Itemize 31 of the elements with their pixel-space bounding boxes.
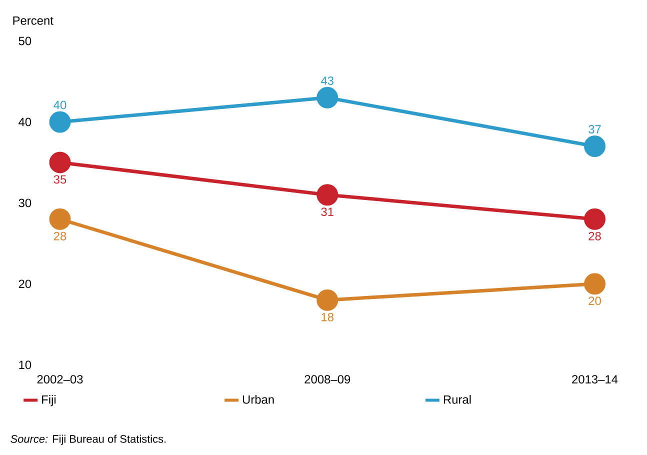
- point: [316, 184, 338, 206]
- x-tick-label: 2013–14: [572, 375, 618, 384]
- y-tick-label: 10: [19, 360, 32, 370]
- y-axis-title: Percent: [13, 16, 54, 25]
- point: [49, 152, 71, 174]
- point: [49, 111, 71, 133]
- y-tick-label: 20: [18, 280, 32, 288]
- text: Source: Fiji Bureau of Statistics.: [10, 434, 166, 446]
- point: [584, 208, 606, 230]
- point: [584, 273, 606, 295]
- x-tick-label: 2008–09: [304, 375, 350, 384]
- data-label: 31: [321, 208, 334, 216]
- legend-label: Rural: [444, 395, 471, 404]
- y-tick-label: 50: [18, 36, 32, 46]
- data-label: 43: [321, 76, 334, 85]
- data-label: 28: [54, 232, 66, 240]
- point: [316, 86, 338, 108]
- point: [316, 289, 338, 311]
- point: [584, 136, 606, 158]
- legend-label: Urban: [242, 395, 274, 404]
- legend-label: Fiji: [42, 395, 56, 406]
- data-label: 20: [588, 296, 601, 306]
- y-tick-label: 40: [18, 118, 32, 126]
- data-label: 35: [54, 175, 66, 184]
- data-label: 18: [322, 312, 334, 322]
- point: [49, 208, 71, 230]
- data-label: 37: [588, 125, 601, 134]
- data-label: 40: [54, 100, 66, 110]
- y-tick-label: 30: [18, 198, 32, 208]
- x-tick-label: 2002–03: [37, 375, 83, 384]
- data-label: 28: [588, 232, 601, 240]
